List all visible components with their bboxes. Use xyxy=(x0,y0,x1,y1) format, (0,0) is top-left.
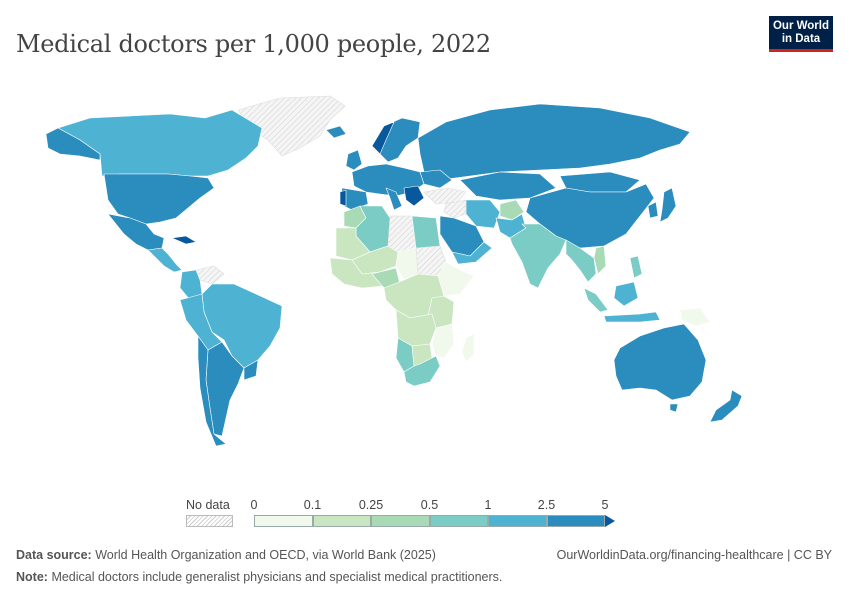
country-iraq-syria[interactable] xyxy=(443,199,467,219)
source-label: Data source: xyxy=(16,548,92,562)
logo-line-2: in Data xyxy=(781,33,821,45)
owid-logo[interactable]: Our World in Data xyxy=(769,16,833,52)
country-portugal[interactable] xyxy=(339,189,347,207)
legend-tick-3: 0.5 xyxy=(420,498,439,512)
legend-tick-2: 0.25 xyxy=(358,498,384,512)
legend-bin-5[interactable] xyxy=(546,515,605,527)
country-russia[interactable] xyxy=(417,103,691,181)
note-label: Note: xyxy=(16,570,48,584)
country-philippines[interactable] xyxy=(629,255,643,279)
country-iceland[interactable] xyxy=(325,125,347,139)
country-egypt[interactable] xyxy=(411,215,441,249)
country-norway[interactable] xyxy=(371,121,395,155)
logo-line-1: Our World xyxy=(772,20,829,32)
country-usa-alaska[interactable] xyxy=(45,127,101,161)
source-text: World Health Organization and OECD, via … xyxy=(95,548,436,562)
legend-bin-0[interactable] xyxy=(254,515,313,527)
country-canada[interactable] xyxy=(57,109,263,177)
country-vietnam[interactable] xyxy=(593,245,607,275)
country-indonesia-sumatra[interactable] xyxy=(583,287,609,313)
country-tasmania[interactable] xyxy=(669,403,679,413)
source-url[interactable]: OurWorldinData.org/financing-healthcare … xyxy=(556,548,832,562)
country-mexico[interactable] xyxy=(107,213,165,251)
legend-tick-0: 0 xyxy=(250,498,258,512)
country-australia[interactable] xyxy=(613,323,707,401)
legend-bin-4[interactable] xyxy=(488,515,547,527)
country-mozambique[interactable] xyxy=(431,323,455,359)
country-japan[interactable] xyxy=(659,187,677,223)
country-papua-new-guinea[interactable] xyxy=(679,307,711,327)
legend-tick-1: 0.1 xyxy=(303,498,322,512)
country-italy[interactable] xyxy=(385,187,403,211)
legend-bin-2[interactable] xyxy=(371,515,430,527)
country-kazakhstan[interactable] xyxy=(459,171,557,201)
country-uruguay[interactable] xyxy=(243,359,259,381)
legend-tick-4: 1 xyxy=(484,498,492,512)
chart-note: Note: Medical doctors include generalist… xyxy=(16,570,502,584)
country-central-america[interactable] xyxy=(147,247,183,273)
country-united-states[interactable] xyxy=(103,173,215,225)
country-greenland[interactable] xyxy=(237,95,346,157)
country-iran[interactable] xyxy=(465,199,501,229)
legend-tick-6: 5 xyxy=(601,498,609,512)
country-libya[interactable] xyxy=(387,215,417,253)
legend-bin-1[interactable] xyxy=(312,515,371,527)
legend-bin-6[interactable] xyxy=(605,515,615,527)
legend-no-data-swatch[interactable] xyxy=(186,515,233,527)
data-source: Data source: World Health Organization a… xyxy=(16,548,436,562)
color-legend: No data 0 0.1 0.25 0.5 1 2.5 5 xyxy=(186,498,615,527)
world-map[interactable] xyxy=(0,88,850,488)
legend-tick-5: 2.5 xyxy=(537,498,556,512)
chart-title: Medical doctors per 1,000 people, 2022 xyxy=(16,30,491,59)
country-yemen-oman[interactable] xyxy=(451,241,493,265)
country-turkey[interactable] xyxy=(423,187,467,205)
country-ethiopia-somalia[interactable] xyxy=(437,261,475,297)
country-new-zealand[interactable] xyxy=(709,389,743,423)
country-southeast-asia[interactable] xyxy=(565,239,597,283)
note-text: Medical doctors include generalist physi… xyxy=(51,570,503,584)
country-korea[interactable] xyxy=(647,201,659,219)
legend-no-data-label: No data xyxy=(186,498,230,512)
country-chile[interactable] xyxy=(197,335,227,447)
country-ukraine[interactable] xyxy=(419,169,453,189)
country-afghanistan[interactable] xyxy=(499,199,525,221)
country-india[interactable] xyxy=(509,223,567,289)
country-cuba[interactable] xyxy=(171,235,197,245)
legend-bin-3[interactable] xyxy=(429,515,488,527)
country-balkans-greece[interactable] xyxy=(403,185,425,207)
country-madagascar[interactable] xyxy=(461,333,475,363)
country-south-africa[interactable] xyxy=(403,355,441,387)
country-indonesia-east[interactable] xyxy=(603,311,661,323)
country-united-kingdom[interactable] xyxy=(345,149,363,171)
country-indonesia-borneo[interactable] xyxy=(613,281,639,307)
